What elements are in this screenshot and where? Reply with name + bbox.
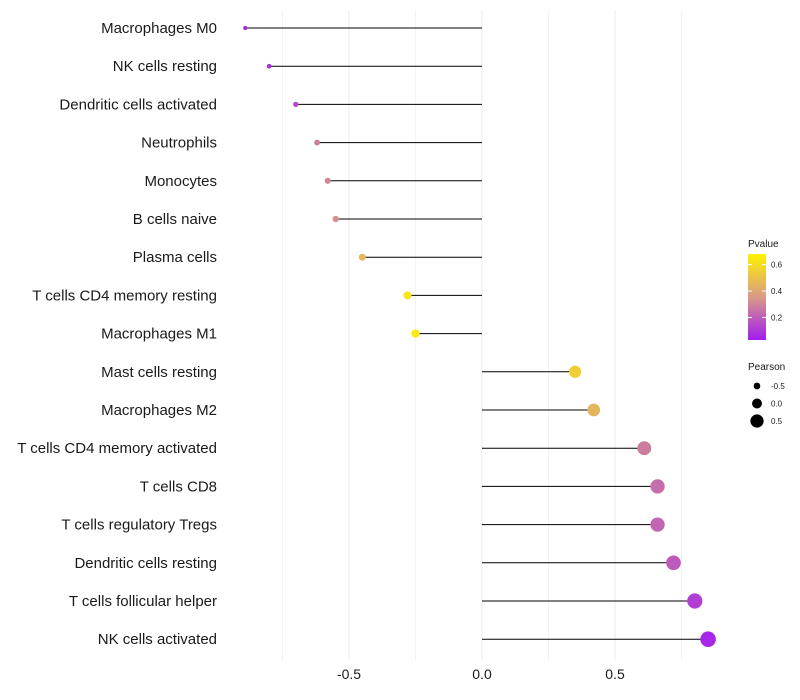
- size-legend-key: [750, 414, 764, 428]
- category-label: Macrophages M2: [101, 402, 217, 419]
- lollipop-point: [314, 139, 321, 146]
- category-label: NK cells resting: [113, 58, 217, 75]
- lollipop-point: [687, 593, 703, 609]
- lollipop-point: [293, 101, 299, 108]
- category-label: Mast cells resting: [101, 364, 217, 381]
- x-axis-ticks: -0.5 0.0 0.5: [337, 666, 625, 682]
- lollipop-point: [266, 63, 272, 69]
- y-axis-labels: Macrophages M0 NK cells resting Dendritic …: [17, 20, 217, 648]
- lollipop-point: [650, 479, 665, 494]
- pvalue-legend-title: Pvalue: [748, 239, 779, 250]
- colorbar-tick-label: 0.4: [771, 287, 783, 296]
- pvalue-colorbar: [748, 254, 766, 340]
- lollipop-point: [358, 253, 366, 261]
- lollipop-point: [403, 291, 412, 300]
- category-label: Plasma cells: [133, 249, 217, 266]
- category-label: T cells CD4 memory resting: [32, 287, 217, 304]
- x-tick-label: 0.5: [605, 666, 625, 682]
- lollipop-point: [700, 631, 716, 647]
- category-label: Macrophages M1: [101, 326, 217, 343]
- lollipop-stems: [245, 27, 709, 640]
- lollipop-point: [568, 365, 582, 378]
- lollipop-point: [650, 517, 665, 532]
- category-label: T cells CD8: [140, 478, 217, 495]
- category-label: Macrophages M0: [101, 20, 217, 37]
- lollipop-point: [411, 329, 420, 338]
- colorbar-tick-label: 0.2: [771, 314, 783, 323]
- lollipop-point: [243, 25, 248, 31]
- category-label: Dendritic cells resting: [74, 555, 217, 572]
- size-legend-label: -0.5: [771, 382, 785, 391]
- size-legend-label: 0.5: [771, 417, 783, 426]
- category-label: T cells CD4 memory activated: [17, 440, 217, 457]
- lollipop-points: [243, 25, 716, 647]
- size-legend-key: [752, 398, 762, 409]
- lollipop-point: [587, 403, 601, 417]
- pvalue-legend: Pvalue 0.2 0.4 0.6: [748, 239, 783, 340]
- lollipop-point: [332, 215, 339, 223]
- lollipop-point: [666, 555, 681, 571]
- category-label: T cells follicular helper: [69, 593, 217, 610]
- size-legend-key: [753, 382, 761, 390]
- lollipop-point: [637, 441, 652, 456]
- grid-lines: [282, 10, 682, 660]
- x-tick-label: 0.0: [472, 666, 492, 682]
- category-label: T cells regulatory Tregs: [61, 517, 217, 534]
- category-label: NK cells activated: [98, 631, 217, 648]
- category-label: Neutrophils: [141, 135, 217, 152]
- size-legend-label: 0.0: [771, 400, 783, 409]
- category-label: Dendritic cells activated: [59, 96, 217, 113]
- lollipop-point: [324, 177, 331, 184]
- category-label: B cells naive: [133, 211, 217, 228]
- category-label: Monocytes: [144, 173, 217, 190]
- colorbar-tick-label: 0.6: [771, 261, 783, 270]
- x-tick-label: -0.5: [337, 666, 361, 682]
- pearson-legend: Pearson -0.5 0.0 0.5: [748, 362, 785, 428]
- pearson-legend-title: Pearson: [748, 362, 785, 373]
